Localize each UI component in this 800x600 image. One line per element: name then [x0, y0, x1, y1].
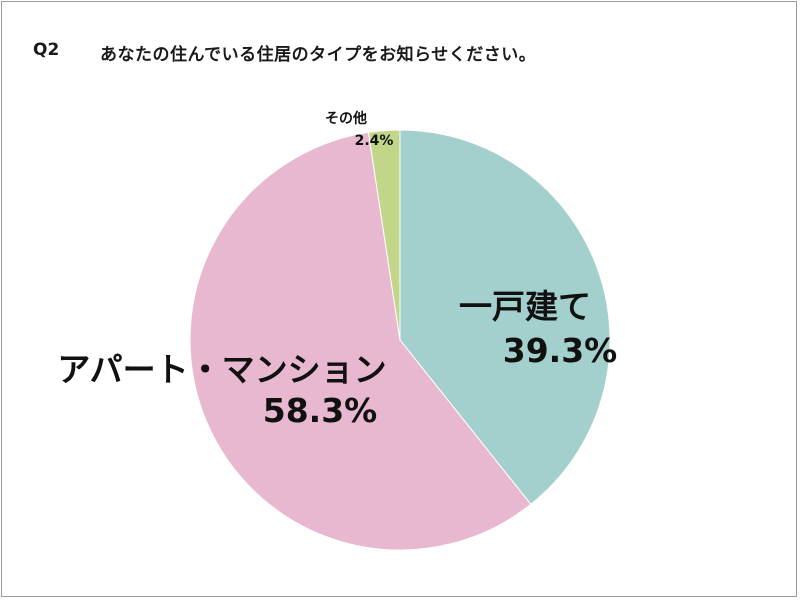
question-text: あなたの住んでいる住居のタイプをお知らせください。 [100, 45, 537, 65]
slice-value-detached-house: 39.3% [503, 331, 618, 370]
slice-label-apartment: アパート・マンション [57, 350, 386, 389]
pie-slices [189, 129, 611, 551]
slice-value-apartment: 58.3% [263, 391, 378, 430]
pie-slice-other [367, 129, 401, 341]
slice-value-other: 2.4% [355, 133, 394, 149]
question-number: Q2 [33, 40, 60, 60]
slice-label-other: その他 [325, 110, 367, 127]
slice-label-detached-house: 一戸建て [459, 287, 591, 326]
pie-slice-apartment [189, 131, 532, 551]
pie-slice-detached-house [399, 129, 611, 506]
